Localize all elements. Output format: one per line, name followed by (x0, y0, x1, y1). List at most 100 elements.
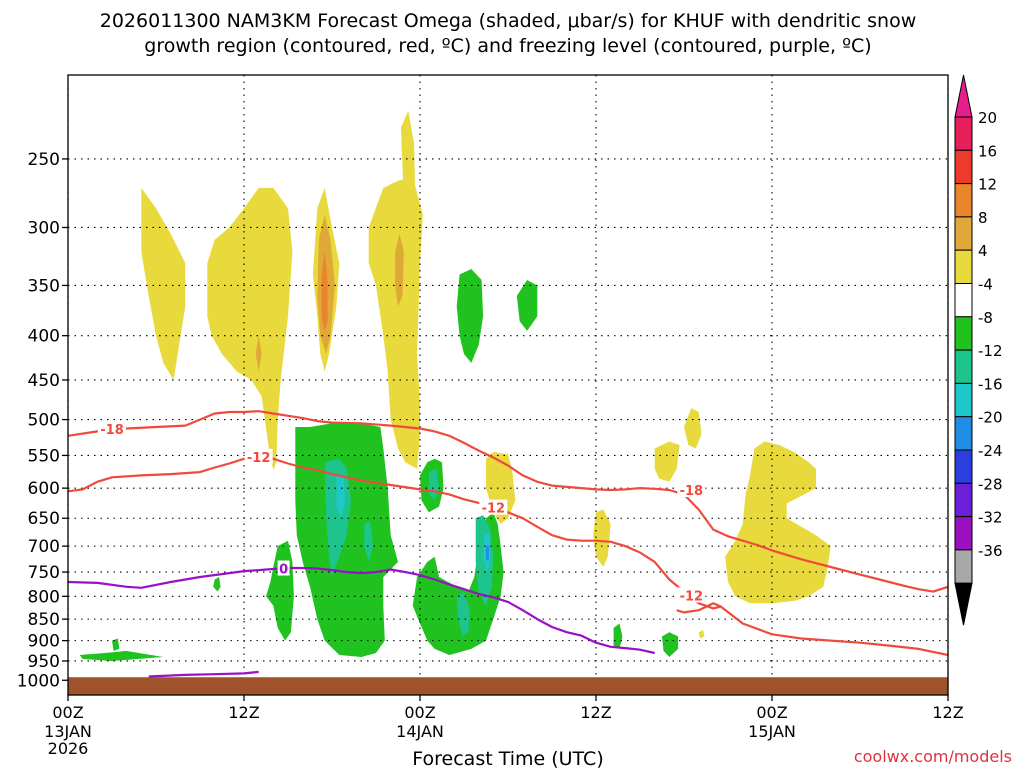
x-tick-year-0: 2026 (48, 739, 89, 758)
colorbar-swatch--36 (954, 549, 973, 584)
colorbar-label--28: -28 (978, 475, 1003, 493)
omega-region-23 (112, 638, 120, 651)
chart-title-line-2: growth region (contoured, red, ºC) and f… (144, 35, 871, 57)
x-tick-label-48: 00Z (756, 703, 787, 722)
credit-text: coolwx.com/models (854, 747, 1012, 766)
x-tick-label-36: 12Z (580, 703, 611, 722)
omega-region-9 (725, 441, 831, 604)
colorbar-label-16: 16 (978, 142, 997, 160)
y-tick-label-800: 800 (28, 587, 60, 607)
plot-frame (67, 74, 949, 696)
y-tick-label-700: 700 (28, 537, 60, 557)
omega-region-8 (684, 408, 702, 449)
terrain-fill (68, 677, 948, 695)
y-tick-label-450: 450 (28, 371, 60, 391)
colorbar-swatch-4 (954, 249, 973, 284)
x-tick-label-60: 12Z (932, 703, 963, 722)
y-tick-label-850: 850 (28, 610, 60, 630)
colorbar-swatch-20 (954, 116, 973, 151)
y-tick-label-350: 350 (28, 276, 60, 296)
omega-region-6 (593, 509, 611, 567)
contour-label--12-1-1: -12 (482, 502, 506, 517)
contour-label-bg (677, 587, 706, 603)
omega-region-25 (662, 632, 679, 657)
colorbar-swatch--32 (954, 516, 973, 551)
colorbar-label-20: 20 (978, 109, 997, 127)
omega-region-10 (698, 630, 705, 639)
omega-region-21 (213, 577, 221, 592)
colorbar-label--32: -32 (978, 509, 1003, 527)
contour-label-bg (244, 448, 273, 464)
y-tick-label-900: 900 (28, 632, 60, 652)
colorbar-bottom-arrow (954, 582, 973, 626)
colorbar-label-4: 4 (978, 242, 988, 260)
contour-label--12-1-0: -12 (247, 451, 271, 466)
omega-region-33 (486, 545, 489, 561)
colorbar-label--36: -36 (978, 542, 1003, 560)
omega-region-22 (79, 650, 164, 661)
omega-region-31 (336, 475, 346, 519)
y-tick-label-950: 950 (28, 652, 60, 672)
contour-label-bg (277, 560, 290, 576)
colorbar: 20 16 12 8 4 -4 -8 -12 -16 -20 -24 -28 -32 -36 (954, 74, 1003, 626)
omega-region-13 (395, 233, 404, 307)
colorbar-swatch-12 (954, 183, 973, 218)
omega-region-7 (654, 441, 680, 482)
omega-region-12 (255, 335, 262, 372)
axis-layer: 2503003504004505005506006507007508008509… (17, 74, 964, 758)
colorbar-swatch--12 (954, 349, 973, 384)
contour-label-bg (479, 499, 508, 515)
colorbar-label-8: 8 (978, 209, 988, 227)
y-tick-label-400: 400 (28, 327, 60, 347)
omega-region-14 (321, 251, 328, 331)
y-tick-label-500: 500 (28, 411, 60, 431)
colorbar-label--24: -24 (978, 442, 1003, 460)
x-tick-date-48: 15JAN (748, 722, 796, 741)
colorbar-swatch--20 (954, 416, 973, 451)
y-tick-label-1000: 1000 (17, 671, 60, 691)
colorbar-swatch-16 (954, 149, 973, 185)
x-tick-label-24: 00Z (404, 703, 435, 722)
colorbar-swatch-8 (954, 216, 973, 251)
omega-region-15 (456, 269, 484, 363)
contour-label-0-3-0: 0 (279, 563, 288, 578)
y-tick-label-600: 600 (28, 479, 60, 499)
y-tick-label-750: 750 (28, 563, 60, 583)
y-tick-label-550: 550 (28, 446, 60, 466)
omega-region-4 (400, 110, 416, 228)
contour-label-bg (98, 421, 126, 437)
y-tick-label-650: 650 (28, 509, 60, 529)
contour-label--18-0-1: -18 (680, 484, 704, 499)
x-tick-label-12: 12Z (228, 703, 259, 722)
x-tick-date-24: 14JAN (396, 722, 444, 741)
x-tick-date-0: 13JAN (44, 722, 92, 741)
y-tick-label-300: 300 (28, 218, 60, 238)
colorbar-swatch--16 (954, 382, 973, 418)
contour-line--12-2 (720, 605, 948, 657)
contour-label--12-1-2: -12 (680, 589, 704, 604)
x-tick-label-0: 00Z (52, 703, 83, 722)
contour-label--18-0-0: -18 (100, 423, 124, 438)
contour-line-0-3 (68, 566, 655, 655)
omega-region-24 (613, 623, 623, 649)
x-axis-label: Forecast Time (UTC) (412, 748, 603, 768)
omega-region-3 (368, 176, 423, 469)
colorbar-swatch--24 (954, 449, 973, 484)
omega-region-0 (141, 187, 186, 380)
chart-title-line-1: 2026011300 NAM3KM Forecast Omega (shaded… (100, 10, 916, 32)
omega-shading-layer (79, 110, 831, 661)
omega-region-27 (364, 521, 374, 562)
y-tick-label-250: 250 (28, 150, 60, 170)
omega-region-1 (207, 187, 293, 471)
contour-line--18-0 (68, 410, 948, 593)
colorbar-swatch--28 (954, 482, 973, 518)
colorbar-label--16: -16 (978, 375, 1003, 393)
colorbar-swatch--4 (954, 283, 973, 318)
colorbar-swatch--8 (954, 316, 973, 351)
colorbar-label--8: -8 (978, 309, 993, 327)
colorbar-label--20: -20 (978, 409, 1003, 427)
omega-region-26 (324, 458, 352, 577)
colorbar-label-12: 12 (978, 176, 997, 194)
